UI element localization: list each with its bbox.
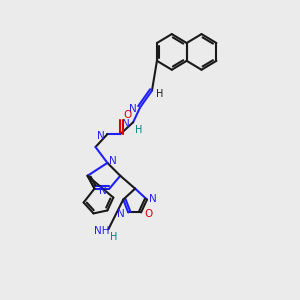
Text: N: N (149, 194, 157, 203)
Text: O: O (123, 110, 131, 120)
Text: H: H (156, 88, 164, 98)
Text: H: H (135, 125, 143, 135)
Text: N: N (110, 156, 117, 166)
Text: N: N (122, 119, 130, 129)
Text: N: N (117, 209, 125, 219)
Text: O: O (144, 209, 152, 219)
Text: N: N (97, 131, 104, 141)
Text: NH: NH (94, 226, 109, 236)
Text: N: N (129, 104, 137, 114)
Text: N: N (99, 186, 106, 196)
Text: H: H (110, 232, 117, 242)
